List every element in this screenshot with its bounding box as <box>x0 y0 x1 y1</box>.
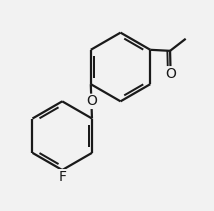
Text: O: O <box>86 94 97 108</box>
Text: F: F <box>58 170 66 184</box>
Text: O: O <box>165 67 176 81</box>
